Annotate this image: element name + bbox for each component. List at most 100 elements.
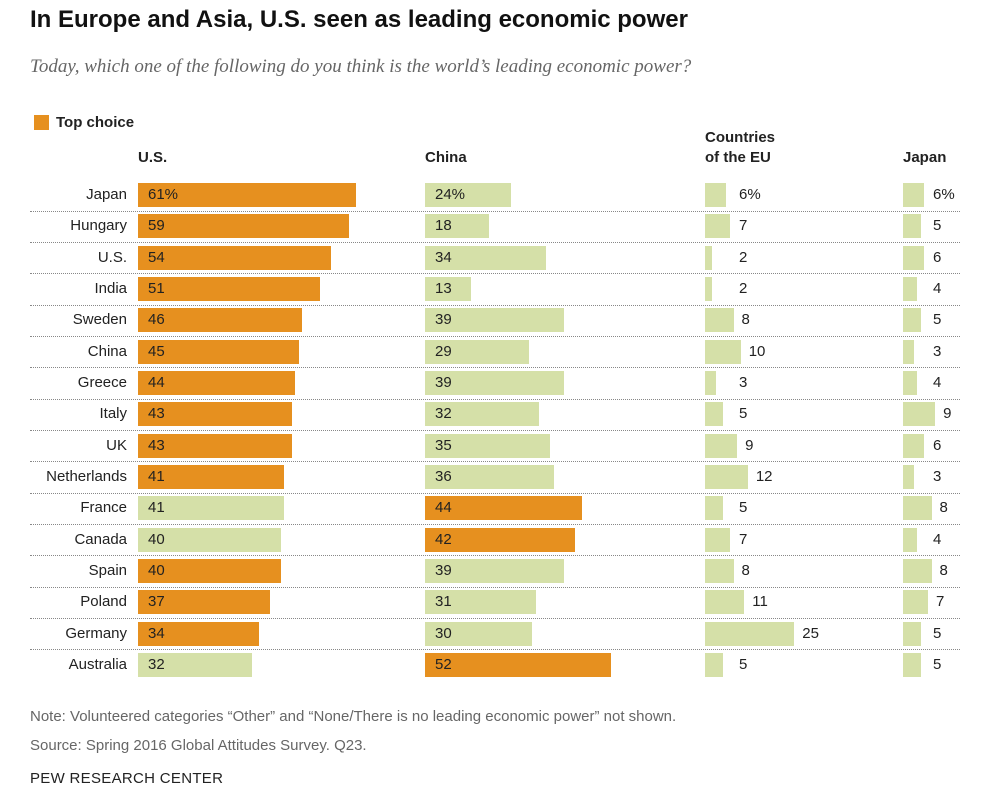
row-separator	[30, 555, 960, 557]
bar	[903, 496, 932, 521]
bar	[425, 433, 550, 458]
value-label: 59	[148, 217, 165, 235]
category-label: France	[80, 499, 127, 517]
bar	[705, 433, 738, 458]
bar	[138, 433, 292, 458]
bar	[903, 590, 928, 615]
value-label: 41	[148, 467, 165, 485]
value-label: 5	[933, 217, 942, 235]
bar	[138, 464, 285, 489]
value-label: 8	[939, 499, 948, 517]
bar	[705, 590, 745, 615]
value-label: 9	[745, 436, 754, 454]
value-label: 34	[148, 624, 165, 642]
legend-swatch	[34, 115, 49, 130]
value-label: 3	[739, 373, 748, 391]
row-separator	[30, 649, 960, 651]
value-label: 6	[933, 436, 942, 454]
source: Source: Spring 2016 Global Attitudes Sur…	[30, 737, 367, 754]
credit: PEW RESEARCH CENTER	[30, 770, 224, 787]
bar	[425, 621, 533, 646]
bar	[138, 245, 331, 270]
category-label: Japan	[86, 186, 127, 203]
bar	[425, 402, 540, 427]
bar	[425, 558, 565, 583]
value-label: 41	[148, 499, 165, 517]
bar	[705, 308, 734, 333]
value-label: 4	[933, 279, 942, 297]
bar	[425, 370, 565, 395]
value-label: 24%	[435, 186, 466, 203]
category-label: India	[94, 279, 127, 297]
panel-header: U.S.	[138, 149, 168, 166]
bar	[425, 527, 575, 552]
value-label: 12	[755, 467, 773, 485]
value-label: 46	[148, 311, 165, 329]
note: Note: Volunteered categories “Other” and…	[30, 708, 677, 725]
value-label: 5	[933, 655, 942, 673]
bar	[903, 370, 918, 395]
bar	[903, 183, 925, 207]
bar	[903, 308, 921, 333]
value-label: 6%	[933, 186, 955, 203]
value-label: 32	[148, 655, 165, 673]
bar	[705, 183, 727, 207]
value-label: 8	[741, 311, 750, 329]
bar	[138, 276, 321, 301]
value-label: 40	[148, 530, 165, 548]
value-label: 3	[933, 342, 942, 360]
value-label: 8	[741, 561, 750, 579]
bar	[903, 276, 918, 301]
value-label: 30	[435, 624, 452, 642]
category-label: Netherlands	[46, 467, 127, 485]
category-label: Sweden	[72, 311, 127, 329]
value-label: 43	[148, 405, 165, 423]
value-label: 5	[739, 655, 748, 673]
value-label: 9	[943, 405, 952, 423]
bar	[138, 590, 271, 615]
bar	[138, 402, 292, 427]
row-separator	[30, 492, 960, 494]
category-label: Germany	[65, 624, 127, 642]
value-label: 39	[435, 561, 452, 579]
bar	[903, 245, 925, 270]
value-label: 35	[435, 436, 452, 454]
bar	[425, 590, 536, 615]
bar	[425, 464, 554, 489]
row-separator	[30, 335, 960, 337]
bar	[705, 621, 795, 646]
row-separator	[30, 461, 960, 463]
bar	[425, 245, 547, 270]
value-label: 7	[739, 530, 748, 548]
chart-subtitle: Today, which one of the following do you…	[30, 56, 692, 77]
bar	[705, 652, 723, 677]
bar	[903, 527, 918, 552]
row-separator	[30, 398, 960, 400]
row-separator	[30, 210, 960, 212]
bar	[903, 214, 921, 239]
value-label: 25	[802, 624, 819, 642]
value-label: 39	[435, 311, 452, 329]
value-label: 3	[933, 467, 942, 485]
value-label: 37	[148, 593, 165, 611]
value-label: 7	[935, 593, 945, 611]
bar	[705, 402, 723, 427]
bar	[138, 558, 281, 583]
panel-header: China	[425, 149, 467, 166]
row-separator	[30, 429, 960, 431]
bar	[705, 245, 713, 270]
bar	[138, 214, 349, 239]
bar	[705, 370, 716, 395]
value-label: 29	[435, 342, 452, 360]
value-label: 10	[748, 342, 766, 360]
bar	[138, 183, 356, 207]
bar	[903, 558, 932, 583]
value-label: 32	[435, 405, 452, 423]
category-label: Greece	[77, 373, 127, 391]
row-separator	[30, 586, 960, 588]
bar	[705, 214, 730, 239]
value-label: 52	[435, 655, 452, 673]
bar	[705, 558, 734, 583]
bar	[903, 621, 921, 646]
value-label: 54	[148, 248, 165, 266]
